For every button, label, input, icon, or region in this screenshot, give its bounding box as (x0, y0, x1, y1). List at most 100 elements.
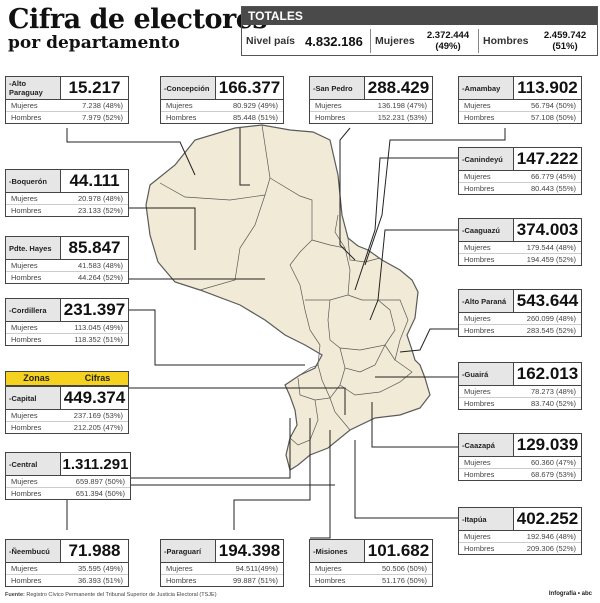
totals-nivel-label: Nivel país (246, 35, 296, 47)
dept-name: -Central (6, 453, 61, 475)
dept-box-capital: -Capital 449.374 Mujeres 237.169 (53%) Hom… (5, 386, 129, 434)
mujeres-value: 50.506 (50%) (381, 564, 427, 573)
dept-name: Pdte. Hayes (6, 237, 61, 259)
amambay-border (334, 214, 346, 249)
page-subtitle: por departamento (8, 33, 180, 53)
hombres-label: Hombres (11, 576, 42, 585)
mujeres-label: Mujeres (166, 564, 193, 573)
hombres-label: Hombres (11, 113, 42, 122)
hombres-value: 212.205 (47%) (73, 423, 123, 432)
hombres-value: 118.352 (51%) (74, 335, 123, 344)
dept-total: 1.311.291 (62, 455, 129, 473)
mujeres-label: Mujeres (464, 387, 491, 396)
dept-total: 543.644 (516, 291, 579, 310)
hombres-value: 7.979 (52%) (82, 113, 123, 122)
hombres-label: Hombres (11, 273, 42, 282)
mujeres-value: 41.583 (48%) (77, 261, 123, 270)
hombres-label: Hombres (464, 113, 495, 122)
hombres-label: Hombres (166, 113, 197, 122)
mujeres-value: 80.929 (49%) (232, 101, 278, 110)
dept-box-neembucu: -Ñeembucú 71.988 Mujeres 35.595 (49%) Homb… (5, 539, 129, 587)
page-title: Cifra de electores (8, 4, 268, 35)
dept-name: -Misiones (310, 540, 365, 562)
dept-box-caaguazu: -Caaguazú 374.003 Mujeres 179.544 (48%) Ho… (458, 218, 582, 266)
hombres-label: Hombres (166, 576, 197, 585)
hombres-value: 283.545 (52%) (526, 326, 576, 335)
hombres-value: 651.394 (50%) (75, 489, 125, 498)
dept-box-alto-parana: -Alto Paraná 543.644 Mujeres 260.099 (48%)… (458, 289, 582, 337)
dept-name: -Ñeembucú (6, 540, 61, 562)
dept-total: 113.902 (517, 78, 578, 97)
dept-total: 129.039 (516, 435, 579, 454)
hombres-value: 80.443 (55%) (530, 184, 576, 193)
dept-box-boqueron: -Boquerón 44.111 Mujeres 20.978 (48%) Homb… (5, 169, 129, 217)
hombres-label: Hombres (11, 489, 42, 498)
dept-box-itapua: -Itapúa 402.252 Mujeres 192.946 (48%) Homb… (458, 507, 582, 555)
dept-total: 166.377 (218, 78, 281, 97)
mujeres-value: 659.897 (50%) (75, 477, 125, 486)
dept-box-canindeyu: -Canindeyú 147.222 Mujeres 66.779 (45%) Ho… (458, 147, 582, 195)
dept-name: -Guairá (459, 363, 514, 385)
mujeres-label: Mujeres (464, 101, 491, 110)
dept-box-central: -Central 1.311.291 Mujeres 659.897 (50%) H… (5, 452, 131, 500)
dept-total: 374.003 (516, 220, 579, 239)
mujeres-label: Mujeres (11, 564, 38, 573)
mujeres-label: Mujeres (11, 261, 38, 270)
hombres-label: Hombres (11, 335, 42, 344)
hombres-value: 85.448 (51%) (232, 113, 278, 122)
hombres-label: Hombres (464, 470, 495, 479)
dept-name: -Caaguazú (459, 219, 514, 241)
source-text: Registro Cívico Permanente del Tribunal … (26, 592, 217, 598)
dept-name: -Caazapá (459, 434, 514, 456)
dept-box-concepcion: -Concepción 166.377 Mujeres 80.929 (49%) H… (160, 76, 284, 124)
mujeres-label: Mujeres (166, 101, 193, 110)
dept-name: -Boquerón (6, 170, 61, 192)
mujeres-value: 192.946 (48%) (526, 532, 576, 541)
mujeres-label: Mujeres (315, 101, 342, 110)
dept-total: 194.398 (218, 541, 281, 560)
dept-total: 402.252 (516, 509, 579, 528)
hombres-label: Hombres (315, 576, 346, 585)
hombres-value: 51.176 (50%) (381, 576, 427, 585)
hombres-value: 194.459 (52%) (526, 255, 576, 264)
hombres-label: Hombres (464, 184, 495, 193)
totals-mujeres-label: Mujeres (375, 35, 415, 47)
dept-box-paraguari: -Paraguarí 194.398 Mujeres 94.511(49%) Hom… (160, 539, 284, 587)
mujeres-value: 20.978 (48%) (77, 194, 123, 203)
conc-border (269, 177, 313, 266)
dept-total: 449.374 (63, 388, 126, 407)
dept-name: -Itapúa (459, 508, 514, 530)
canindeyu-border (347, 237, 381, 263)
hombres-value: 57.108 (50%) (530, 113, 576, 122)
mujeres-label: Mujeres (464, 243, 491, 252)
mujeres-value: 260.099 (48%) (526, 314, 576, 323)
dept-total: 288.429 (367, 78, 430, 97)
hombres-value: 68.679 (53%) (530, 470, 576, 479)
mujeres-label: Mujeres (464, 532, 491, 541)
river-border (289, 264, 321, 346)
hombres-label: Hombres (464, 544, 495, 553)
mujeres-label: Mujeres (11, 194, 38, 203)
mujeres-label: Mujeres (464, 172, 491, 181)
mujeres-value: 237.169 (53%) (73, 411, 123, 420)
cifras-label: Cifras (84, 373, 111, 383)
dept-name: -Capital (6, 387, 61, 409)
chaco-border (199, 194, 266, 291)
zonas-label: Zonas (23, 373, 50, 383)
dept-box-san-pedro: -San Pedro 288.429 Mujeres 136.198 (47%) H… (309, 76, 433, 124)
zonas-header: Zonas Cifras (5, 371, 129, 386)
totals-heading: TOTALES (242, 7, 597, 25)
mujeres-label: Mujeres (11, 323, 38, 332)
ap-border (159, 124, 271, 201)
totals-mujeres-pct: (49%) (435, 41, 461, 52)
dept-total: 162.013 (516, 364, 579, 383)
mujeres-label: Mujeres (11, 101, 38, 110)
mujeres-value: 35.595 (49%) (77, 564, 123, 573)
mujeres-value: 179.544 (48%) (526, 243, 576, 252)
hombres-value: 44.264 (52%) (77, 273, 123, 282)
totals-hombres-pct: (51%) (552, 41, 578, 52)
dept-name: -Cordillera (6, 299, 61, 321)
altoparana-border (378, 299, 409, 361)
hombres-value: 209.306 (52%) (526, 544, 576, 553)
dept-box-guaira: -Guairá 162.013 Mujeres 78.273 (48%) Hombr… (458, 362, 582, 410)
